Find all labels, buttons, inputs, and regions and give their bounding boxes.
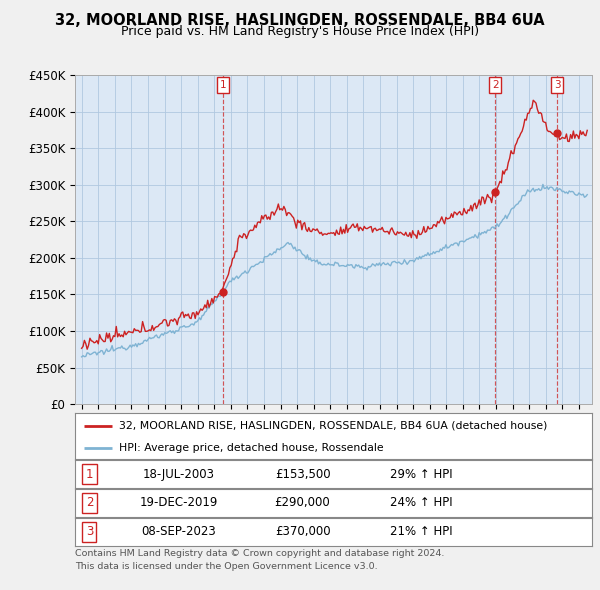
Text: 32, MOORLAND RISE, HASLINGDEN, ROSSENDALE, BB4 6UA: 32, MOORLAND RISE, HASLINGDEN, ROSSENDAL… bbox=[55, 13, 545, 28]
Text: 08-SEP-2023: 08-SEP-2023 bbox=[141, 525, 216, 539]
Text: 24% ↑ HPI: 24% ↑ HPI bbox=[390, 496, 453, 510]
Text: 3: 3 bbox=[86, 525, 93, 539]
Text: £370,000: £370,000 bbox=[275, 525, 331, 539]
Text: 18-JUL-2003: 18-JUL-2003 bbox=[142, 467, 214, 481]
Text: Price paid vs. HM Land Registry's House Price Index (HPI): Price paid vs. HM Land Registry's House … bbox=[121, 25, 479, 38]
Text: £290,000: £290,000 bbox=[275, 496, 331, 510]
Text: Contains HM Land Registry data © Crown copyright and database right 2024.: Contains HM Land Registry data © Crown c… bbox=[75, 549, 445, 558]
Text: 1: 1 bbox=[86, 467, 93, 481]
Text: £153,500: £153,500 bbox=[275, 467, 331, 481]
Text: 21% ↑ HPI: 21% ↑ HPI bbox=[390, 525, 453, 539]
Text: 29% ↑ HPI: 29% ↑ HPI bbox=[390, 467, 453, 481]
Text: This data is licensed under the Open Government Licence v3.0.: This data is licensed under the Open Gov… bbox=[75, 562, 377, 571]
Text: 2: 2 bbox=[86, 496, 93, 510]
Text: 19-DEC-2019: 19-DEC-2019 bbox=[139, 496, 218, 510]
Text: 1: 1 bbox=[220, 80, 227, 90]
Text: HPI: Average price, detached house, Rossendale: HPI: Average price, detached house, Ross… bbox=[119, 442, 383, 453]
Text: 32, MOORLAND RISE, HASLINGDEN, ROSSENDALE, BB4 6UA (detached house): 32, MOORLAND RISE, HASLINGDEN, ROSSENDAL… bbox=[119, 421, 547, 431]
Text: 3: 3 bbox=[554, 80, 560, 90]
Text: 2: 2 bbox=[492, 80, 499, 90]
